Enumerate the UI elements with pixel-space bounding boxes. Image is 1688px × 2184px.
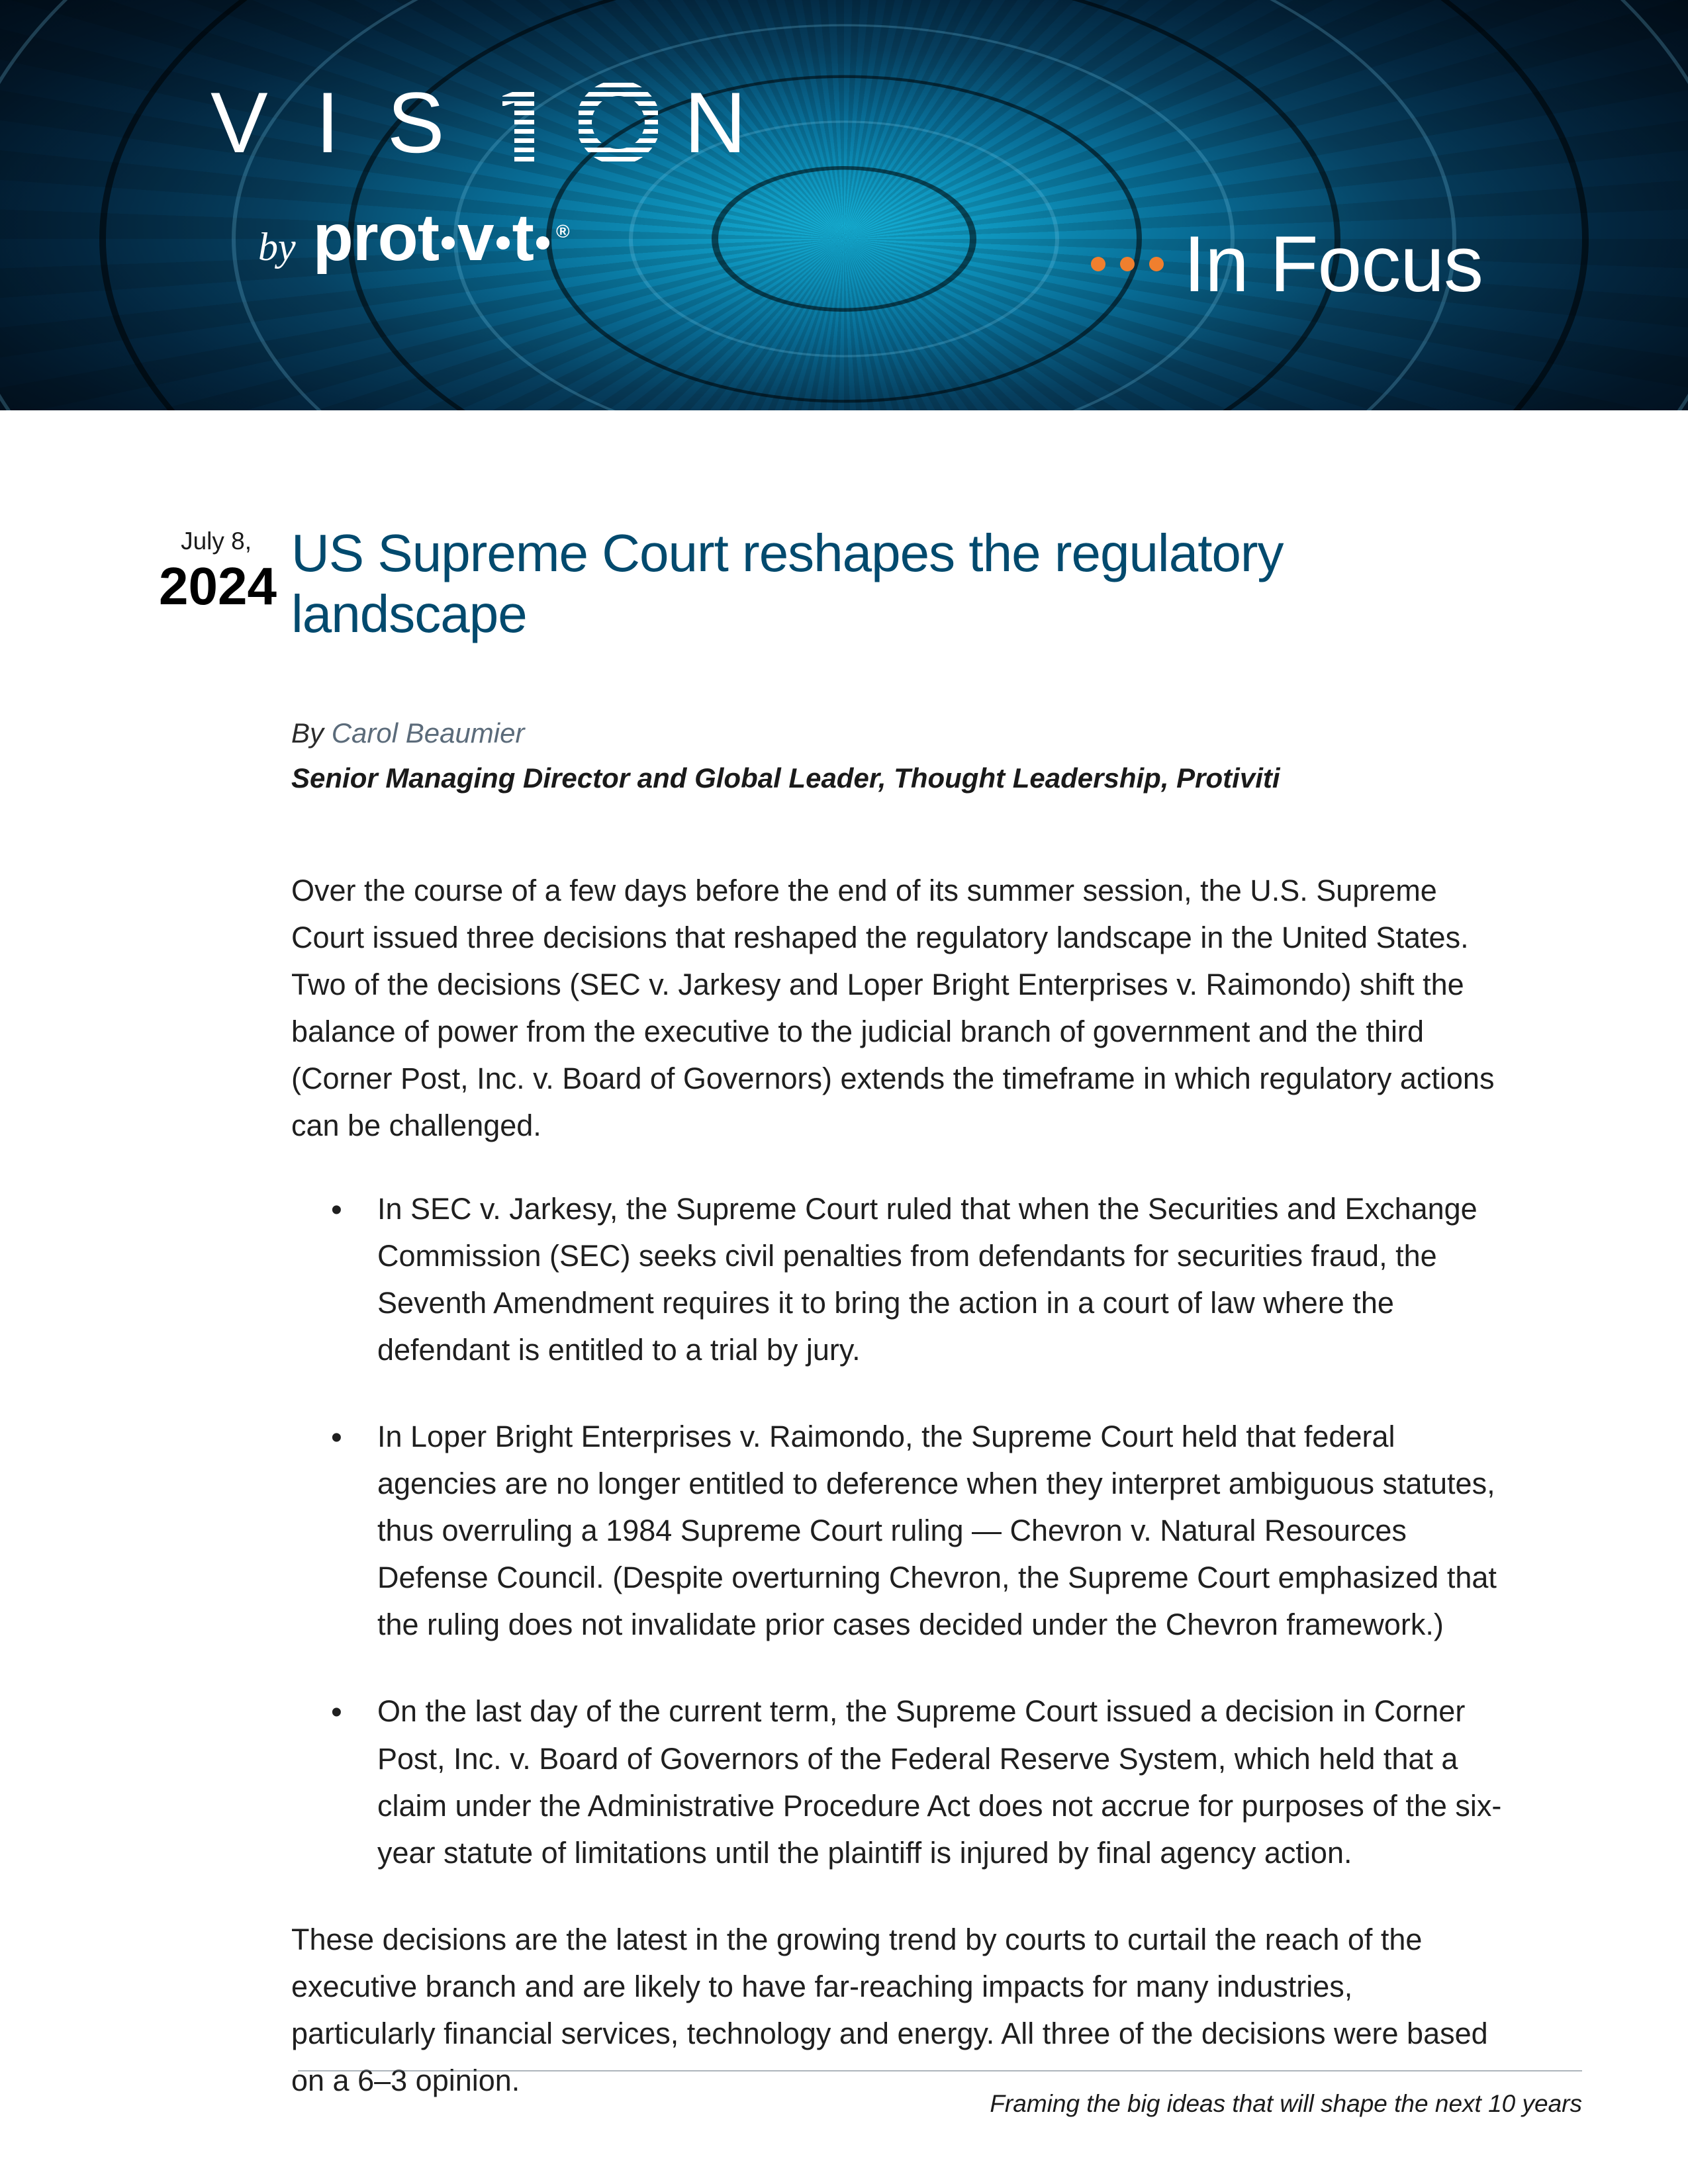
author-title: Senior Managing Director and Global Lead… <box>291 762 1503 794</box>
logo-letter-o-striped <box>579 83 658 162</box>
hero-inner: V I S <box>0 0 1688 410</box>
accent-dots <box>1091 257 1164 271</box>
protiviti-dot-icon <box>536 236 549 250</box>
date-column: July 8, 2024 <box>159 523 252 2140</box>
in-focus-label: In Focus <box>1184 218 1483 310</box>
footer-rule <box>298 2070 1582 2071</box>
hero-banner: V I S <box>0 0 1688 410</box>
accent-dot-icon <box>1091 257 1105 271</box>
article-body: Over the course of a few days before the… <box>291 867 1503 2104</box>
content-area: July 8, 2024 US Supreme Court reshapes t… <box>0 410 1688 2140</box>
article-headline: US Supreme Court reshapes the regulatory… <box>291 523 1503 645</box>
in-focus-block: In Focus <box>1091 218 1483 310</box>
article-column: US Supreme Court reshapes the regulatory… <box>291 523 1503 2140</box>
logo-letter-v: V <box>211 79 289 165</box>
accent-dot-icon <box>1120 257 1135 271</box>
intro-paragraph: Over the course of a few days before the… <box>291 867 1503 1150</box>
accent-dot-icon <box>1149 257 1164 271</box>
date-month-day: July 8, <box>159 527 252 556</box>
logo-letter-i: I <box>316 79 361 165</box>
bullet-item: In SEC v. Jarkesy, the Supreme Court rul… <box>377 1185 1503 1373</box>
vision-logo: V I S <box>211 79 767 165</box>
date-year: 2024 <box>159 560 252 613</box>
bullet-list: In SEC v. Jarkesy, the Supreme Court rul… <box>291 1185 1503 1876</box>
logo-letter-n: N <box>684 79 768 165</box>
author-byline: By Carol Beaumier <box>291 717 1503 749</box>
protiviti-dot-icon <box>442 236 455 250</box>
logo-letter-s: S <box>387 79 466 165</box>
brand-block: V I S <box>205 79 767 276</box>
by-word: by <box>258 224 296 270</box>
page-root: V I S <box>0 0 1688 2184</box>
protiviti-wordmark: protvt® <box>313 200 569 276</box>
footer-tagline: Framing the big ideas that will shape th… <box>298 2090 1582 2118</box>
byline-prefix: By <box>291 717 332 749</box>
brand-byline: by protvt® <box>258 200 767 276</box>
page-footer: Framing the big ideas that will shape th… <box>298 2070 1582 2118</box>
logo-letter-1-striped <box>492 83 552 162</box>
author-name[interactable]: Carol Beaumier <box>332 717 525 749</box>
bullet-item: On the last day of the current term, the… <box>377 1688 1503 1876</box>
trademark-symbol: ® <box>556 221 569 242</box>
bullet-item: In Loper Bright Enterprises v. Raimondo,… <box>377 1413 1503 1648</box>
protiviti-dot-icon <box>496 236 510 250</box>
